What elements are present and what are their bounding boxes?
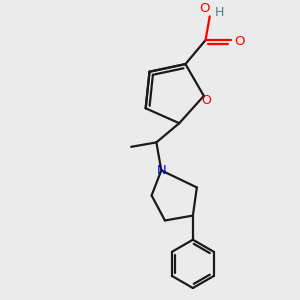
Text: O: O <box>202 94 212 107</box>
Text: N: N <box>156 164 166 177</box>
Text: O: O <box>200 2 210 15</box>
Text: O: O <box>234 35 245 48</box>
Text: H: H <box>215 6 224 19</box>
